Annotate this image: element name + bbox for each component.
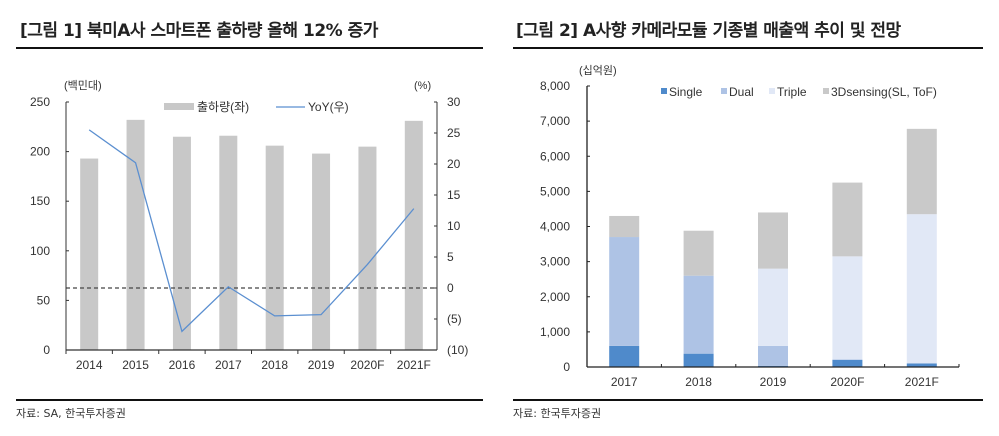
bar-segment-3dsensing xyxy=(683,230,714,276)
y-tick-label: 8,000 xyxy=(540,79,570,93)
legend-swatch-dual xyxy=(721,88,727,94)
chart2-bottom-rule xyxy=(513,399,983,401)
left-tick-label: 200 xyxy=(30,145,50,159)
x-tick-label: 2021F xyxy=(397,358,431,372)
bar-segment-triple xyxy=(832,256,863,360)
legend-swatch-shipment xyxy=(164,103,194,110)
x-tick-label: 2014 xyxy=(76,358,103,372)
bar-segment-single xyxy=(832,359,863,367)
bar-segment-single xyxy=(609,345,640,367)
right-tick-label: 5 xyxy=(447,250,454,264)
right-tick-label: 15 xyxy=(447,188,461,202)
bar-segment-triple xyxy=(758,268,788,346)
x-tick-label: 2018 xyxy=(261,358,288,372)
chart1-title: [그림 1] 북미A사 스마트폰 출하량 올해 12% 증가 xyxy=(20,21,378,41)
y-tick-label: 7,000 xyxy=(540,114,570,128)
bar-segment-3dsensing xyxy=(758,212,788,269)
x-tick-label: 2020F xyxy=(830,375,864,389)
y-tick-label: 6,000 xyxy=(540,149,570,163)
bar-segment-single xyxy=(906,363,937,367)
chart2-source: 자료: 한국투자증권 xyxy=(513,407,602,420)
left-tick-label: 100 xyxy=(30,244,50,258)
shipment-bar xyxy=(265,145,284,350)
right-tick-label: 10 xyxy=(447,219,461,233)
right-tick-label: 0 xyxy=(447,281,454,295)
shipment-bar xyxy=(126,119,145,350)
y-tick-label: 4,000 xyxy=(540,220,570,234)
bar-segment-3dsensing xyxy=(906,128,937,215)
y-tick-label: 0 xyxy=(563,360,570,374)
legend-swatch-3dsensing xyxy=(823,88,829,94)
left-tick-label: 250 xyxy=(30,95,50,109)
bar-segment-dual xyxy=(683,275,714,354)
shipment-bar xyxy=(172,136,191,350)
shipment-bar xyxy=(219,135,238,350)
y-tick-label: 3,000 xyxy=(540,255,570,269)
legend-label-dual: Dual xyxy=(729,85,754,99)
y-tick-label: 2,000 xyxy=(540,290,570,304)
bar-segment-dual xyxy=(832,359,863,360)
x-tick-label: 2015 xyxy=(122,358,149,372)
bar-segment-3dsensing xyxy=(609,215,640,238)
x-tick-label: 2021F xyxy=(905,375,939,389)
bar-segment-dual xyxy=(758,345,788,366)
legend-label-shipment: 출하량(좌) xyxy=(197,100,249,114)
y-unit-label: (십억원) xyxy=(579,64,617,77)
right-tick-label: 25 xyxy=(447,126,461,140)
legend-swatch-single xyxy=(661,88,667,94)
bar-segment-single xyxy=(683,353,714,367)
chart1-bottom-rule xyxy=(16,399,483,401)
right-tick-label: 20 xyxy=(447,157,461,171)
x-tick-label: 2017 xyxy=(611,375,638,389)
legend-label-yoy: YoY(우) xyxy=(308,100,349,114)
chart2-top-rule xyxy=(513,47,983,49)
x-tick-label: 2020F xyxy=(350,358,384,372)
yoy-line xyxy=(88,129,415,333)
chart1-top-rule xyxy=(16,47,483,49)
y-tick-label: 1,000 xyxy=(540,325,570,339)
right-unit-label: (%) xyxy=(414,80,431,92)
x-tick-label: 2018 xyxy=(685,375,712,389)
x-tick-label: 2019 xyxy=(308,358,335,372)
right-tick-label: 30 xyxy=(447,95,461,109)
shipment-bar xyxy=(404,120,423,351)
shipment-bar xyxy=(358,146,377,350)
left-tick-label: 150 xyxy=(30,194,50,208)
left-unit-label: (백민대) xyxy=(64,79,102,92)
left-tick-label: 0 xyxy=(43,343,50,357)
chart1-source: 자료: SA, 한국투자증권 xyxy=(16,407,126,420)
shipment-bar xyxy=(312,153,331,350)
x-tick-label: 2019 xyxy=(760,375,787,389)
bar-segment-dual xyxy=(609,237,640,346)
right-tick-label: (10) xyxy=(447,343,468,357)
x-tick-label: 2017 xyxy=(215,358,242,372)
chart2-title: [그림 2] A사향 카메라모듈 기종별 매출액 추이 및 전망 xyxy=(516,21,901,41)
legend-label-single: Single xyxy=(669,85,703,99)
x-tick-label: 2016 xyxy=(169,358,196,372)
right-tick-label: (5) xyxy=(447,312,462,326)
y-tick-label: 5,000 xyxy=(540,184,570,198)
legend-label-3dsensing: 3Dsensing(SL, ToF) xyxy=(831,85,937,99)
bar-segment-3dsensing xyxy=(832,182,863,257)
left-tick-label: 50 xyxy=(37,293,51,307)
legend-label-triple: Triple xyxy=(777,85,807,99)
shipment-bar xyxy=(80,158,99,350)
legend-swatch-triple xyxy=(769,88,775,94)
bar-segment-triple xyxy=(906,214,937,364)
